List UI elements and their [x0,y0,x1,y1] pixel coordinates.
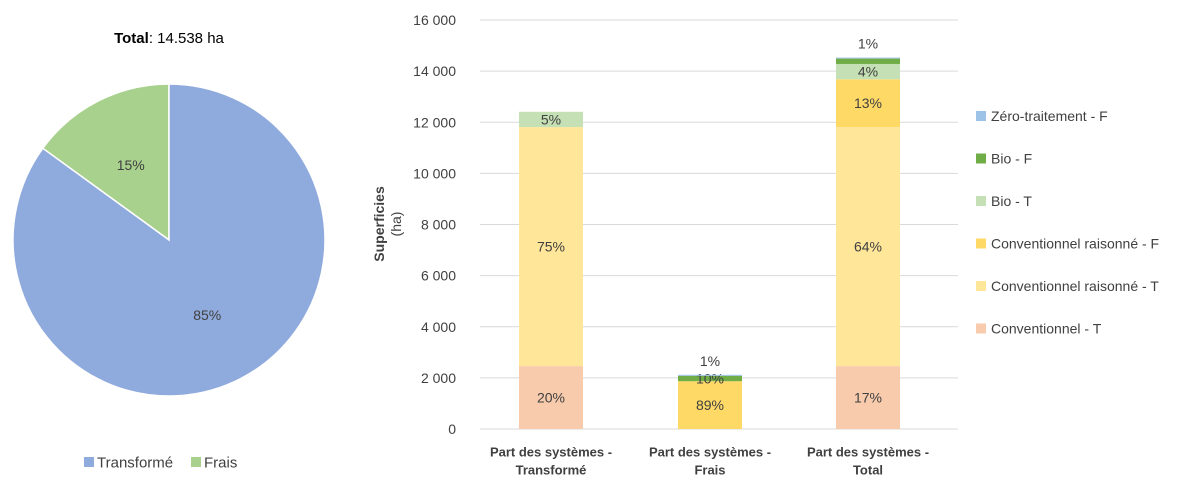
bar-legend-swatch [976,196,986,206]
pie-slice-label: 85% [193,307,221,323]
bar-legend-swatch [976,153,986,164]
y-axis-label-main: Superficies [371,186,387,262]
bar-segment-conventionnel-raisonn-f [678,381,742,429]
bar-segment-conventionnel-raisonn-t [836,127,900,367]
y-tick-label: 16 000 [413,12,456,28]
bar-segment-bio-f [678,375,742,382]
bar-legend-label: Bio - T [991,193,1032,209]
bar-legend-label: Zéro-traitement - F [991,108,1108,124]
y-tick-label: 8 000 [421,217,456,233]
pie-legend-label: Frais [204,455,237,472]
bar-legend-swatch [976,238,986,249]
bar-legend-swatch [976,111,986,121]
bar-top-label: 1% [700,353,720,369]
bar-legend-swatch [976,323,986,334]
x-category-label: Transformé [516,463,587,478]
y-axis-label: Superficies(ha) [371,186,404,262]
bar-data-label: 10% [696,371,724,387]
y-tick-label: 14 000 [413,63,456,79]
bar-data-label: 13% [854,95,882,111]
y-tick-label: 0 [448,421,456,437]
pie-title-bold: Total [114,30,149,47]
bar-segment-z-ro-traitement-f [836,57,900,59]
pie-slice-transformé [12,83,326,397]
bar-segment-bio-t [519,111,583,128]
bar-segment-conventionnel-t [836,366,900,429]
bar-data-label: 4% [858,64,878,80]
bar-segment-z-ro-traitement-f [678,374,742,376]
bar-legend-swatch [976,281,986,291]
bar-segment-bio-f [836,58,900,64]
bar-legend-label: Conventionnel - T [991,321,1102,337]
pie-legend-swatch [84,457,94,467]
pie-slice-frais [41,83,170,242]
bar-data-label: 17% [854,390,882,406]
y-tick-label: 2 000 [421,370,456,386]
bar-segment-conventionnel-t [519,366,583,429]
bar-legend-label: Conventionnel raisonné - T [991,278,1159,294]
bar-top-label: 1% [858,36,878,52]
bar-data-label: 5% [541,111,561,127]
x-category-label: Part des systèmes - [807,445,929,460]
bar-segment-conventionnel-raisonn-t [519,127,583,367]
pie-legend-label: Transformé [97,455,173,472]
bar-data-label: 75% [537,239,565,255]
bar-segment-conventionnel-raisonn-f [836,79,900,128]
pie-title-rest: : 14.538 ha [149,30,225,47]
x-category-label: Part des systèmes - [490,445,612,460]
bar-data-label: 89% [696,397,724,413]
y-tick-label: 10 000 [413,165,456,181]
pie-legend-swatch [191,457,201,467]
y-axis-label-unit: (ha) [388,212,404,237]
bar-legend-label: Conventionnel raisonné - F [991,236,1159,252]
bar-data-label: 20% [537,390,565,406]
bar-segment-bio-t [836,63,900,80]
x-category-label: Part des systèmes - [649,445,771,460]
x-category-label: Total [853,463,883,478]
y-tick-label: 6 000 [421,268,456,284]
pie-slice-label: 15% [117,157,145,173]
bar-legend-label: Bio - F [991,151,1032,167]
x-category-label: Frais [694,463,725,478]
pie-title: Total: 14.538 ha [114,30,224,47]
bar-data-label: 64% [854,239,882,255]
y-tick-label: 12 000 [413,114,456,130]
y-tick-label: 4 000 [421,319,456,335]
